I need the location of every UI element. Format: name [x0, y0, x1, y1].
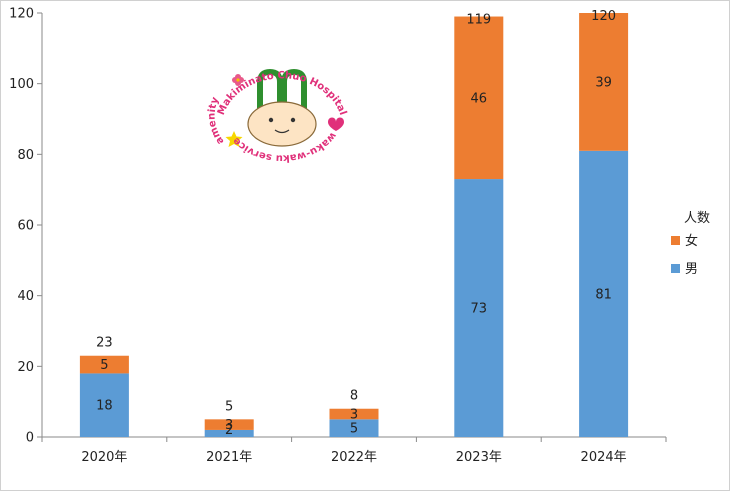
- total-label: 23: [96, 336, 113, 351]
- bar-segment-male: [579, 150, 629, 438]
- bar-segment-female: [329, 408, 379, 420]
- legend-swatch: [671, 236, 680, 245]
- data-label: 46: [471, 91, 488, 106]
- x-tick-label: 2024年: [581, 450, 627, 465]
- x-tick-label: 2021年: [206, 450, 252, 465]
- bar-segment-male: [329, 419, 379, 437]
- flower-icon: [232, 74, 244, 86]
- bunny-ear-left-icon: [257, 68, 283, 115]
- total-label: 8: [350, 389, 358, 404]
- legend-title: 人数: [684, 211, 710, 226]
- total-label: 119: [466, 13, 491, 28]
- y-tick-label: 60: [17, 219, 34, 234]
- bars: [79, 13, 629, 438]
- bar-segment-female: [79, 355, 129, 374]
- bunny-ear-right-icon: [281, 68, 307, 115]
- data-label: 81: [595, 287, 612, 302]
- bar-segment-male: [204, 429, 254, 437]
- axes: 0 20 40 60 80 100 120 2020年 2021年 2022年 2023年 2024年: [9, 7, 667, 465]
- bar-segment-male: [79, 373, 129, 437]
- x-tick-label: 2020年: [81, 450, 127, 465]
- data-label: 5: [350, 422, 358, 437]
- star-icon: [225, 131, 243, 147]
- bar-segment-female: [579, 13, 629, 151]
- heart-icon: [328, 117, 344, 131]
- total-label: 5: [225, 399, 233, 414]
- x-tick-label: 2023年: [456, 450, 502, 465]
- y-tick-label: 120: [9, 7, 34, 22]
- bar-segment-female: [454, 16, 504, 180]
- bunny-face-icon: [247, 101, 317, 147]
- data-label: 18: [96, 399, 113, 414]
- y-tick-label: 0: [26, 431, 34, 446]
- data-label: 3: [225, 418, 233, 433]
- bar-segment-female: [204, 419, 254, 430]
- total-label: 120: [591, 9, 616, 24]
- data-label: 2: [225, 423, 233, 438]
- legend-label: 女: [685, 233, 698, 249]
- data-label: 3: [350, 408, 358, 423]
- y-tick-label: 100: [9, 77, 34, 92]
- bar-segment-male: [454, 179, 504, 438]
- data-label: 5: [100, 358, 108, 373]
- legend-label: 男: [685, 262, 698, 277]
- x-tick-label: 2022年: [331, 450, 377, 465]
- hospital-logo: Makiminato Chuo Hospital waku-waku servi…: [207, 68, 348, 164]
- legend-swatch: [671, 264, 680, 273]
- data-label: 39: [595, 75, 612, 90]
- y-tick-label: 40: [17, 289, 34, 304]
- y-tick-label: 20: [17, 360, 34, 375]
- data-label: 73: [471, 302, 488, 317]
- y-tick-label: 80: [17, 148, 34, 163]
